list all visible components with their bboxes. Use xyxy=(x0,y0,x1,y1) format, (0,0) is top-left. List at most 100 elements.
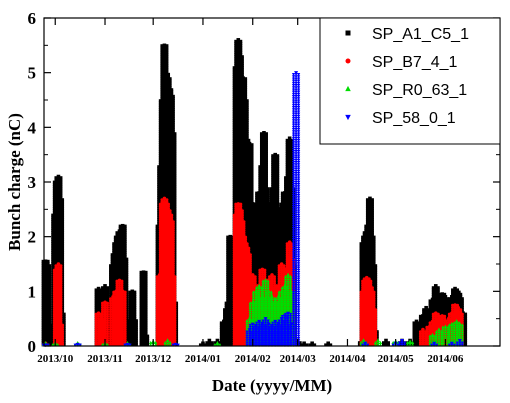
marker xyxy=(41,303,45,307)
marker xyxy=(54,196,58,200)
marker xyxy=(52,259,56,263)
marker xyxy=(58,246,62,250)
marker xyxy=(97,295,101,299)
marker xyxy=(51,246,55,250)
marker xyxy=(51,264,55,268)
marker xyxy=(41,330,45,334)
marker xyxy=(43,273,47,277)
marker xyxy=(61,246,65,250)
marker xyxy=(41,334,45,338)
marker xyxy=(54,198,58,202)
marker xyxy=(51,341,55,345)
marker xyxy=(45,319,49,323)
marker xyxy=(101,295,105,299)
marker xyxy=(51,229,55,233)
marker xyxy=(103,290,107,294)
marker xyxy=(101,299,105,303)
marker xyxy=(54,233,58,237)
marker xyxy=(62,325,66,329)
marker xyxy=(56,211,60,215)
marker xyxy=(44,332,48,336)
marker xyxy=(52,248,56,252)
marker xyxy=(51,297,55,301)
marker xyxy=(94,308,98,312)
marker xyxy=(43,288,47,292)
marker xyxy=(51,284,55,288)
marker xyxy=(41,295,45,299)
marker xyxy=(94,292,98,296)
marker xyxy=(61,235,65,239)
marker xyxy=(54,235,58,239)
marker xyxy=(48,286,52,290)
marker xyxy=(56,255,60,259)
marker xyxy=(61,202,65,206)
marker xyxy=(101,290,105,294)
marker xyxy=(62,332,66,336)
marker xyxy=(58,244,62,248)
marker xyxy=(41,310,45,314)
marker xyxy=(61,262,65,266)
marker xyxy=(43,332,47,336)
marker xyxy=(43,292,47,296)
marker xyxy=(52,246,56,250)
marker xyxy=(41,268,45,272)
marker xyxy=(51,336,55,340)
marker xyxy=(110,284,114,288)
marker xyxy=(52,229,56,233)
marker xyxy=(51,317,55,321)
marker xyxy=(109,266,113,270)
marker xyxy=(41,259,45,263)
marker xyxy=(43,264,47,268)
marker xyxy=(41,312,45,316)
marker xyxy=(43,323,47,327)
marker xyxy=(43,299,47,303)
marker xyxy=(52,200,56,204)
marker xyxy=(52,185,56,189)
marker xyxy=(54,189,58,193)
marker xyxy=(56,246,60,250)
marker xyxy=(59,189,63,193)
marker xyxy=(45,301,49,305)
marker xyxy=(52,257,56,261)
marker xyxy=(54,242,58,246)
marker xyxy=(41,279,45,283)
marker xyxy=(52,226,56,230)
marker xyxy=(43,301,47,305)
marker xyxy=(51,235,55,239)
marker xyxy=(61,306,65,310)
marker xyxy=(106,295,110,299)
marker xyxy=(97,290,101,294)
marker xyxy=(41,319,45,323)
marker xyxy=(54,226,58,230)
marker xyxy=(41,306,45,310)
marker xyxy=(45,308,49,312)
marker xyxy=(45,266,49,270)
marker-peak xyxy=(56,174,61,179)
marker xyxy=(58,235,62,239)
marker xyxy=(109,286,113,290)
marker-peak xyxy=(120,223,125,228)
marker xyxy=(56,248,60,252)
marker xyxy=(56,198,60,202)
marker xyxy=(62,314,66,318)
marker xyxy=(58,231,62,235)
marker xyxy=(48,297,52,301)
marker xyxy=(41,275,45,279)
marker xyxy=(43,286,47,290)
marker xyxy=(61,215,65,219)
marker xyxy=(58,229,62,233)
marker xyxy=(110,290,114,294)
marker xyxy=(51,231,55,235)
marker-peak xyxy=(162,43,167,48)
marker xyxy=(96,292,100,296)
marker xyxy=(52,191,56,195)
marker xyxy=(52,262,56,266)
marker xyxy=(43,321,47,325)
marker xyxy=(94,297,98,301)
marker xyxy=(51,281,55,285)
marker xyxy=(47,325,51,329)
marker xyxy=(61,288,65,292)
marker xyxy=(51,257,55,261)
marker xyxy=(52,231,56,235)
